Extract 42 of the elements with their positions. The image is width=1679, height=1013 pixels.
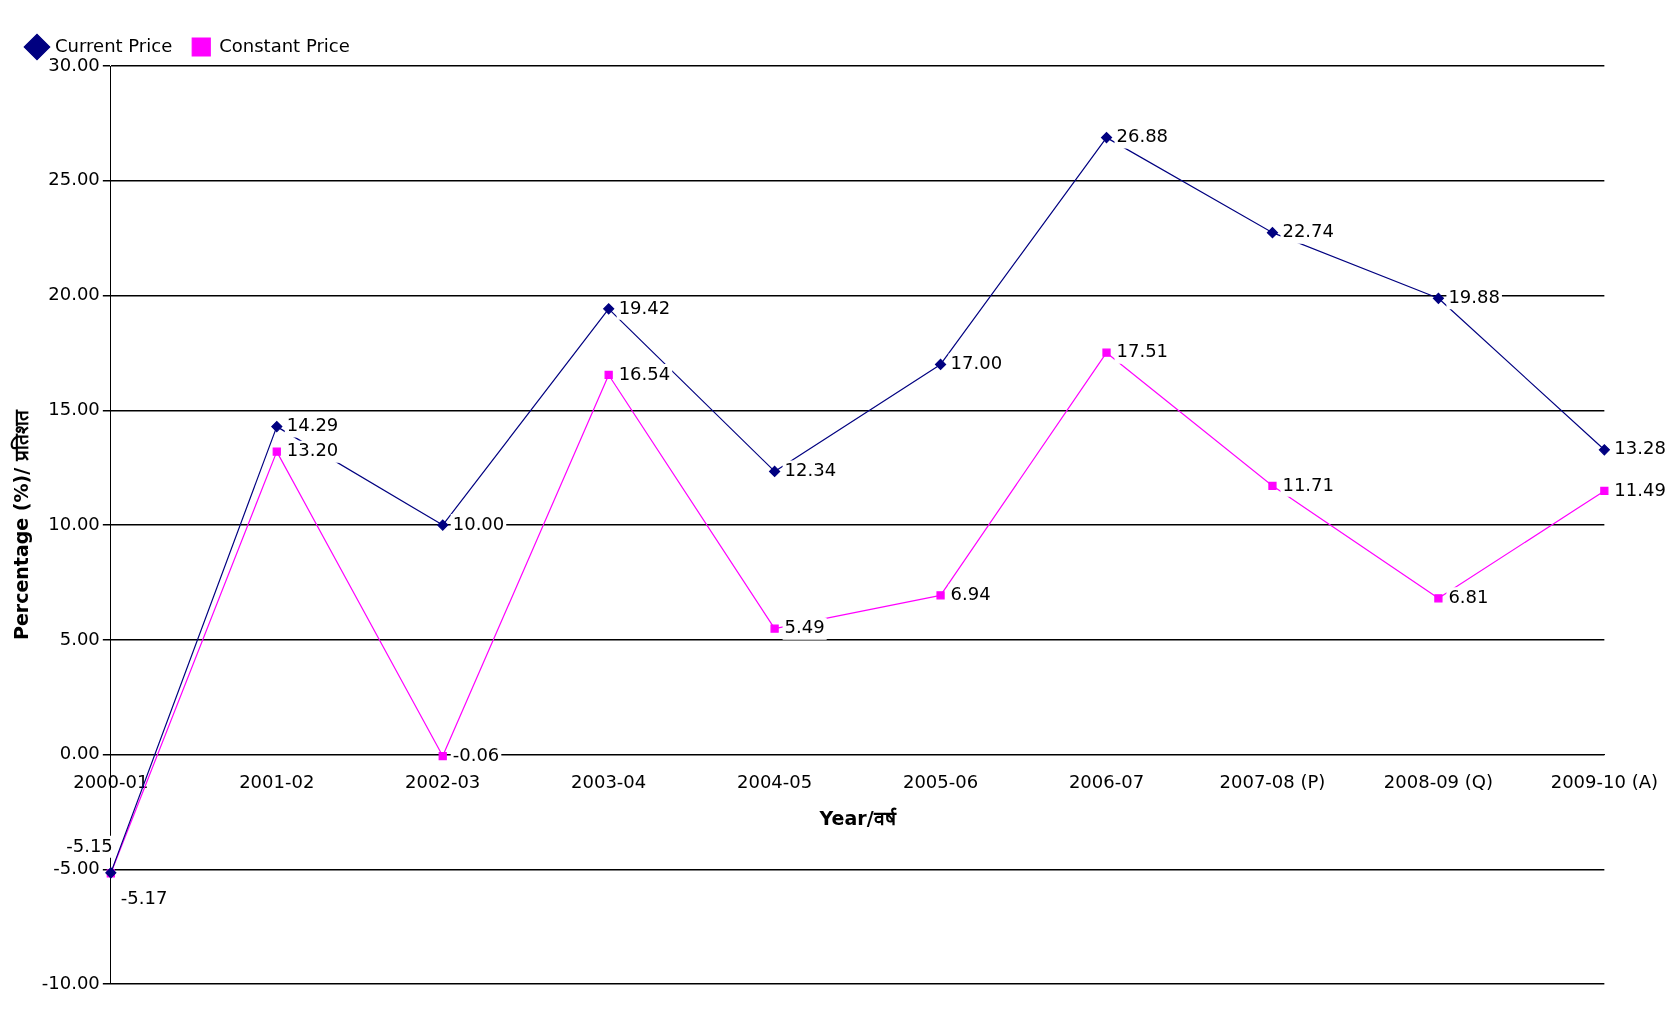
data-label: 17.51 [1116, 340, 1169, 362]
data-label: 16.54 [618, 362, 671, 384]
x-tick-label: 2009-10 (A) [1550, 771, 1658, 793]
y-tick-label: 25.00 [48, 168, 100, 190]
x-tick-label: 2007-08 (P) [1219, 771, 1326, 793]
x-axis-title: Year/वर्ष [818, 806, 897, 829]
legend-label: Constant Price [219, 34, 350, 56]
x-tick-label: 2005-06 [902, 771, 979, 793]
y-tick-label: 20.00 [48, 283, 100, 305]
data-label: 12.34 [784, 459, 837, 481]
data-label: 6.94 [950, 583, 991, 605]
x-tick-label: 2008-09 (Q) [1383, 771, 1493, 793]
data-label: 26.88 [1116, 125, 1169, 147]
data-label: 22.74 [1282, 220, 1334, 242]
x-tick-label: 2006-07 [1068, 771, 1145, 793]
data-label: 5.49 [784, 616, 825, 638]
y-tick-label: 30.00 [48, 53, 100, 75]
y-tick-label: 0.00 [59, 742, 100, 764]
data-label: -5.17 [120, 887, 168, 908]
data-label: 11.71 [1282, 473, 1334, 495]
data-label: -5.15 [66, 834, 113, 856]
y-tick-label: -5.00 [53, 857, 100, 879]
data-label: 19.42 [618, 296, 671, 318]
y-tick-label: -10.00 [41, 971, 100, 993]
data-label: 19.88 [1448, 285, 1500, 307]
data-label: 17.00 [950, 352, 1003, 374]
x-tick-label: 2001-02 [239, 771, 315, 793]
y-tick-label: 5.00 [59, 627, 100, 649]
y-tick-label: 10.00 [48, 512, 100, 534]
legend-label: Current Price [55, 34, 173, 56]
data-label: 11.49 [1614, 478, 1666, 500]
x-tick-label: 2004-05 [737, 771, 813, 793]
data-label: 13.20 [286, 439, 339, 461]
x-tick-label: 2002-03 [405, 771, 481, 793]
data-label: 6.81 [1448, 586, 1489, 607]
data-label: 13.28 [1614, 437, 1666, 459]
data-label: 10.00 [452, 512, 505, 534]
y-tick-label: 15.00 [48, 398, 100, 419]
data-label: 14.29 [286, 414, 339, 436]
data-label: -0.06 [452, 743, 500, 765]
y-axis-title: Percentage (%)/ प्रतिशत [10, 409, 33, 641]
x-tick-label: 2003-04 [571, 771, 647, 793]
